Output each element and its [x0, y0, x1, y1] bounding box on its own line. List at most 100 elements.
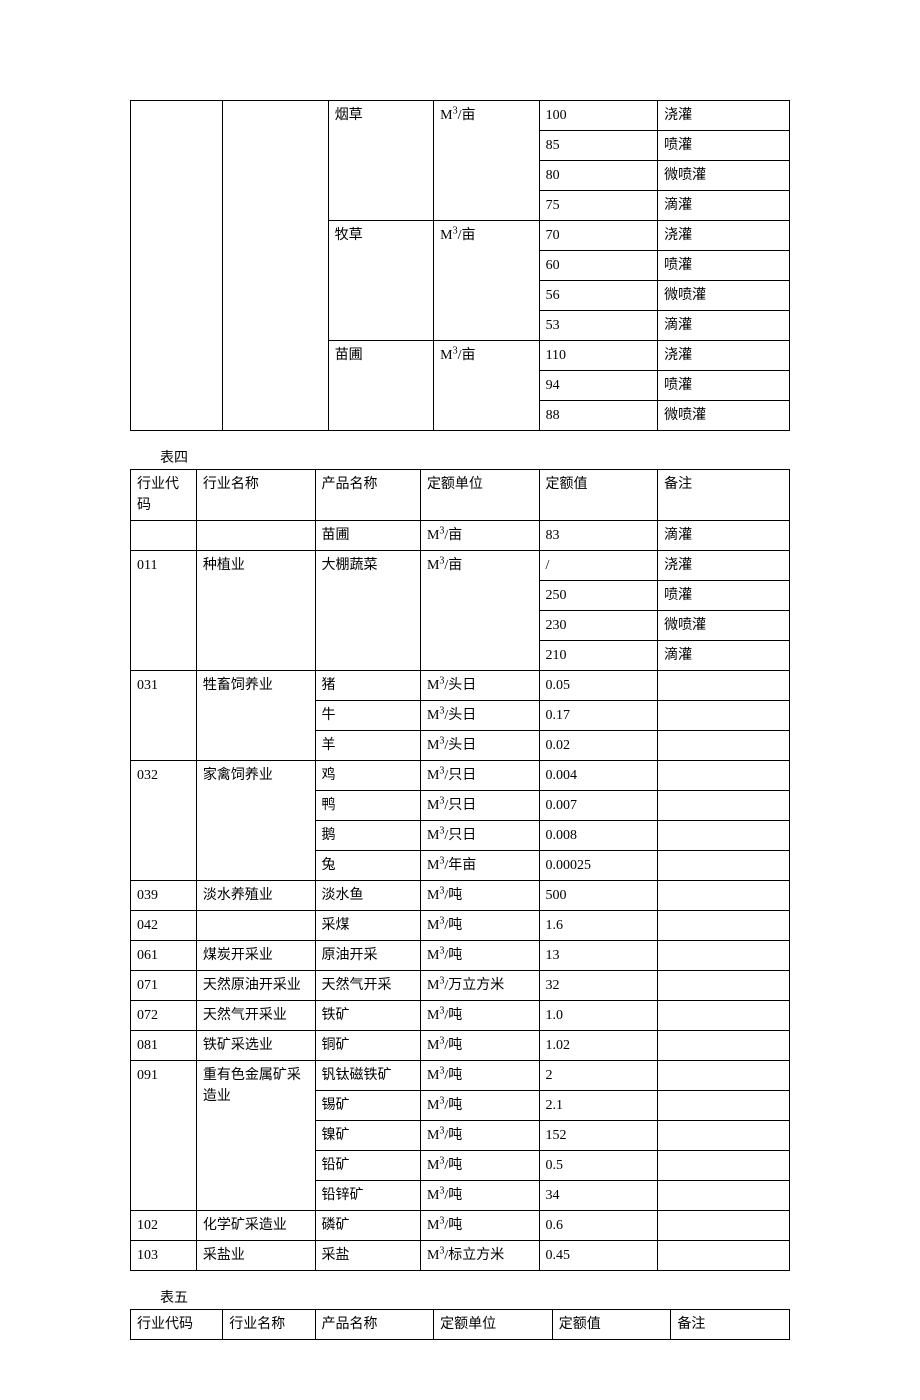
cell-product: 苗圃: [328, 341, 433, 431]
cell-code: [131, 521, 197, 551]
table-row: 091重有色金属矿采造业钒钛磁铁矿M3/吨2: [131, 1061, 790, 1091]
table5-caption: 表五: [160, 1287, 790, 1307]
cell-product: 牛: [315, 701, 420, 731]
cell-unit: M3/吨: [420, 1121, 539, 1151]
cell-product: 天然气开采: [315, 971, 420, 1001]
cell-product: 大棚蔬菜: [315, 551, 420, 671]
cell-code: 061: [131, 941, 197, 971]
cell-name: [196, 911, 315, 941]
table-row: 苗圃M3/亩83滴灌: [131, 521, 790, 551]
cell-value: 250: [539, 581, 658, 611]
table-row: 042采煤M3/吨1.6: [131, 911, 790, 941]
header-product: 产品名称: [315, 1310, 434, 1340]
cell-product: 兔: [315, 851, 420, 881]
cell-value: 0.008: [539, 821, 658, 851]
cell-product: 铜矿: [315, 1031, 420, 1061]
cell-note: 喷灌: [658, 131, 790, 161]
cell-name: [223, 101, 328, 431]
cell-name: 重有色金属矿采造业: [196, 1061, 315, 1211]
cell-note: 微喷灌: [658, 611, 790, 641]
cell-value: 75: [539, 191, 658, 221]
cell-value: 0.6: [539, 1211, 658, 1241]
header-name: 行业名称: [223, 1310, 315, 1340]
cell-product: 鹅: [315, 821, 420, 851]
cell-unit: M3/亩: [420, 551, 539, 671]
cell-value: 60: [539, 251, 658, 281]
cell-product: 羊: [315, 731, 420, 761]
header-code: 行业代码: [131, 1310, 223, 1340]
cell-unit: M3/只日: [420, 761, 539, 791]
cell-code: 042: [131, 911, 197, 941]
cell-unit: M3/亩: [434, 101, 539, 221]
cell-product: 铁矿: [315, 1001, 420, 1031]
cell-unit: M3/头日: [420, 731, 539, 761]
cell-unit: M3/吨: [420, 1151, 539, 1181]
cell-name: 采盐业: [196, 1241, 315, 1271]
cell-value: 500: [539, 881, 658, 911]
header-unit: 定额单位: [434, 1310, 553, 1340]
cell-note: 浇灌: [658, 101, 790, 131]
header-note: 备注: [658, 470, 790, 521]
cell-note: [658, 971, 790, 1001]
cell-value: 1.0: [539, 1001, 658, 1031]
cell-product: 淡水鱼: [315, 881, 420, 911]
cell-note: [658, 1031, 790, 1061]
cell-value: 230: [539, 611, 658, 641]
cell-note: [658, 821, 790, 851]
cell-value: 1.6: [539, 911, 658, 941]
cell-unit: M3/吨: [420, 1181, 539, 1211]
cell-product: 铅锌矿: [315, 1181, 420, 1211]
cell-code: 081: [131, 1031, 197, 1061]
cell-note: [658, 1151, 790, 1181]
cell-name: 淡水养殖业: [196, 881, 315, 911]
cell-value: 80: [539, 161, 658, 191]
table-row: 072天然气开采业铁矿M3/吨1.0: [131, 1001, 790, 1031]
cell-unit: M3/亩: [434, 341, 539, 431]
cell-note: [658, 1211, 790, 1241]
cell-value: 83: [539, 521, 658, 551]
table4-caption: 表四: [160, 447, 790, 467]
cell-note: [658, 1001, 790, 1031]
cell-note: 喷灌: [658, 581, 790, 611]
cell-note: 喷灌: [658, 251, 790, 281]
cell-note: [658, 1091, 790, 1121]
cell-unit: M3/万立方米: [420, 971, 539, 1001]
cell-note: 滴灌: [658, 311, 790, 341]
cell-note: [658, 851, 790, 881]
cell-value: 0.45: [539, 1241, 658, 1271]
cell-note: 微喷灌: [658, 281, 790, 311]
cell-product: 采盐: [315, 1241, 420, 1271]
cell-note: [658, 911, 790, 941]
cell-product: 原油开采: [315, 941, 420, 971]
table-row: 102化学矿采造业磷矿M3/吨0.6: [131, 1211, 790, 1241]
cell-unit: M3/吨: [420, 1031, 539, 1061]
table-header-row: 行业代码行业名称产品名称定额单位定额值备注: [131, 1310, 790, 1340]
cell-value: 0.5: [539, 1151, 658, 1181]
cell-value: 100: [539, 101, 658, 131]
cell-value: 2.1: [539, 1091, 658, 1121]
header-note: 备注: [671, 1310, 790, 1340]
cell-value: 1.02: [539, 1031, 658, 1061]
cell-code: 039: [131, 881, 197, 911]
cell-code: 103: [131, 1241, 197, 1271]
table-row: 071天然原油开采业天然气开采M3/万立方米32: [131, 971, 790, 1001]
cell-code: 072: [131, 1001, 197, 1031]
cell-code: 031: [131, 671, 197, 761]
table-row: 032家禽饲养业鸡M3/只日0.004: [131, 761, 790, 791]
cell-name: [196, 521, 315, 551]
cell-note: 浇灌: [658, 221, 790, 251]
cell-unit: M3/亩: [420, 521, 539, 551]
cell-note: 滴灌: [658, 521, 790, 551]
cell-value: 13: [539, 941, 658, 971]
cell-note: 滴灌: [658, 641, 790, 671]
cell-product: 鸡: [315, 761, 420, 791]
cell-value: 0.007: [539, 791, 658, 821]
cell-value: 0.02: [539, 731, 658, 761]
table-row: 烟草M3/亩100浇灌: [131, 101, 790, 131]
cell-unit: M3/标立方米: [420, 1241, 539, 1271]
cell-name: 铁矿采选业: [196, 1031, 315, 1061]
table-row: 061煤炭开采业原油开采M3/吨13: [131, 941, 790, 971]
cell-note: [658, 791, 790, 821]
cell-note: [658, 881, 790, 911]
cell-code: 102: [131, 1211, 197, 1241]
